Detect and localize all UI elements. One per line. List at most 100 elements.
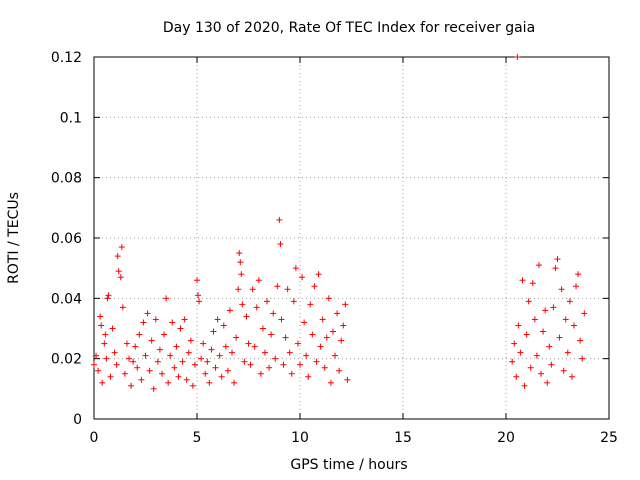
grid-lines [94, 57, 609, 419]
data-point [577, 337, 584, 344]
data-point [206, 379, 213, 386]
data-point [134, 364, 141, 371]
data-point [154, 358, 161, 365]
data-point [233, 334, 240, 341]
data-point [140, 319, 147, 326]
y-tick-label: 0.02 [51, 352, 82, 368]
data-points [91, 54, 588, 392]
data-point [115, 268, 122, 275]
data-point [185, 349, 192, 356]
data-point [224, 367, 231, 374]
data-point [332, 352, 339, 359]
data-point [511, 340, 518, 347]
data-point [121, 370, 128, 377]
data-point [319, 316, 326, 323]
data-point [277, 241, 284, 248]
data-point [239, 301, 246, 308]
data-point [272, 355, 279, 362]
data-point [194, 277, 200, 284]
data-point [210, 328, 217, 335]
data-point [280, 361, 287, 368]
data-point [570, 322, 577, 329]
data-point [191, 361, 198, 368]
data-point [286, 349, 293, 356]
data-point [264, 298, 271, 305]
data-point [566, 298, 573, 305]
data-point [509, 358, 516, 365]
axis-ticks: 0 5 10 15 20 25 0 0.02 0.04 0.06 0.08 0.1 0.12 [51, 50, 618, 446]
data-point [573, 283, 580, 290]
data-point [255, 277, 262, 284]
data-point [222, 343, 229, 350]
data-point [307, 301, 314, 308]
data-point [119, 304, 126, 311]
data-point [91, 361, 97, 368]
y-tick-label: 0.04 [51, 291, 82, 307]
data-point [552, 265, 559, 272]
data-point [558, 286, 565, 293]
data-point [261, 349, 268, 356]
data-point [562, 316, 569, 323]
data-point [276, 216, 283, 223]
y-tick-label: 0.08 [51, 171, 82, 187]
data-point [259, 325, 266, 332]
data-point [311, 283, 318, 290]
data-point [278, 316, 285, 323]
data-point [546, 343, 553, 350]
data-point [93, 352, 100, 359]
data-point [195, 292, 202, 299]
data-point [270, 310, 277, 317]
data-point [97, 313, 104, 320]
data-point [214, 316, 221, 323]
data-point [249, 286, 256, 293]
data-point [282, 334, 289, 341]
data-point [299, 274, 306, 281]
data-point [200, 340, 207, 347]
data-point [208, 346, 215, 353]
x-tick-label: 5 [193, 430, 202, 446]
data-point [128, 382, 135, 389]
data-point [212, 364, 219, 371]
data-point [142, 352, 149, 359]
data-point [521, 382, 528, 389]
y-tick-label: 0.12 [51, 50, 82, 66]
data-point [177, 325, 184, 332]
plot-frame [93, 56, 610, 420]
data-point [163, 295, 170, 302]
data-point [342, 301, 349, 308]
data-point [564, 349, 571, 356]
data-point [251, 343, 258, 350]
x-tick-label: 0 [90, 430, 99, 446]
data-point [247, 361, 254, 368]
data-point [317, 343, 324, 350]
data-point [315, 271, 322, 278]
data-point [340, 322, 347, 329]
data-point [290, 298, 297, 305]
data-point [202, 370, 209, 377]
data-point [560, 367, 567, 374]
x-tick-label: 20 [497, 430, 515, 446]
data-point [325, 295, 332, 302]
x-tick-label: 10 [291, 430, 309, 446]
data-point [338, 337, 345, 344]
data-point [568, 373, 575, 380]
data-point [540, 328, 547, 335]
data-point [95, 367, 102, 374]
data-point [109, 325, 116, 332]
data-point [344, 376, 351, 383]
data-point [152, 316, 159, 323]
data-point [105, 292, 112, 299]
data-point [548, 361, 555, 368]
data-point [146, 367, 153, 374]
data-point [171, 364, 178, 371]
data-point [113, 361, 120, 368]
data-point [329, 328, 336, 335]
data-point [130, 358, 137, 365]
data-point [161, 331, 168, 338]
data-point [253, 304, 260, 311]
data-point [104, 295, 111, 302]
data-point [103, 355, 110, 362]
data-point [238, 271, 245, 278]
data-point [313, 358, 320, 365]
